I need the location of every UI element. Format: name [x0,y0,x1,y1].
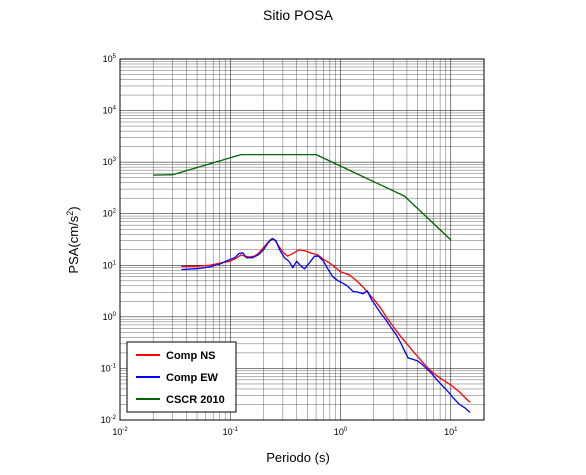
y-tick-label: 103 [103,157,117,167]
y-tick-label: 100 [103,312,117,322]
y-axis-label-close: ) [66,206,81,210]
legend-label-comp-ns: Comp NS [166,350,216,362]
y-axis-label-exp: 2 [65,211,75,216]
series-line-comp-ns [181,238,471,403]
y-tick-label: 10-2 [101,415,117,425]
series-line-cscr-2010 [153,153,452,241]
y-tick-label: 104 [103,106,117,116]
y-axis-label: PSA(cm/s2) [65,206,81,273]
plot-frame [119,58,485,421]
x-tick-label: 101 [444,427,458,437]
tick-labels: 10-2 10-1 100 101 10-2 10-1 100 101 102 103 104 105 [101,54,459,437]
legend: Comp NS Comp EW CSCR 2010 [126,341,237,413]
series-layer [153,153,471,413]
legend-label-cscr-2010: CSCR 2010 [166,394,225,406]
x-tick-label: 100 [334,427,348,437]
y-tick-label: 10-1 [101,363,117,373]
y-tick-label: 105 [103,54,117,64]
y-axis-label-base: PSA(cm/s [66,215,81,273]
y-tick-label: 102 [103,209,117,219]
chart-title: Sitio POSA [263,7,334,23]
x-tick-label: 10-2 [112,427,128,437]
x-axis-label: Periodo (s) [266,450,330,465]
grid [119,58,485,421]
series-line-comp-ew [181,237,471,413]
y-tick-label: 101 [103,260,117,270]
legend-label-comp-ew: Comp EW [166,372,219,384]
x-tick-label: 10-1 [223,427,239,437]
